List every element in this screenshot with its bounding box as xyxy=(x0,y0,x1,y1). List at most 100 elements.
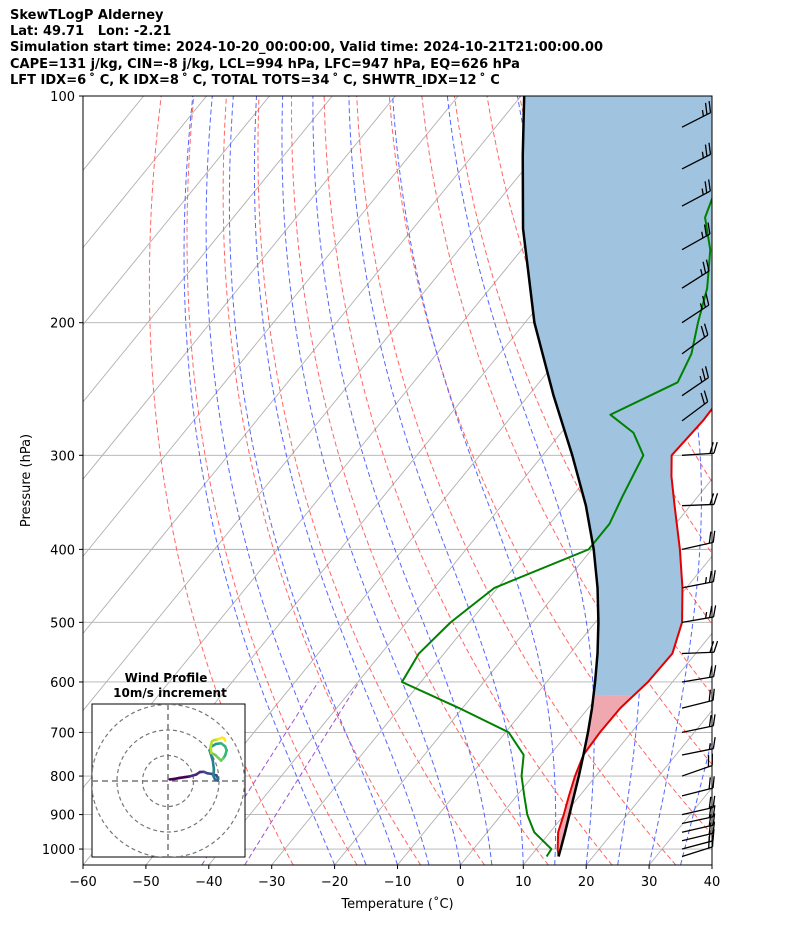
barb-flag xyxy=(703,390,709,402)
y-tick-label: 200 xyxy=(50,317,75,332)
barb-flag xyxy=(703,224,708,237)
barb-staff xyxy=(681,699,714,709)
wind-barb xyxy=(681,323,709,355)
barb-flag xyxy=(712,795,716,808)
dry-adiabat xyxy=(715,96,794,865)
barb-staff xyxy=(681,581,714,589)
barb-flag xyxy=(712,688,715,701)
isotherm xyxy=(585,709,712,865)
barb-flag xyxy=(712,737,716,749)
barb-flag xyxy=(701,368,706,381)
moist-adiabat xyxy=(183,96,336,865)
barb-staff xyxy=(681,616,714,623)
dry-adiabat xyxy=(186,96,358,865)
wind-barb xyxy=(681,795,716,816)
barb-flag xyxy=(712,813,716,826)
temperature-profile xyxy=(556,407,712,857)
wind-barb xyxy=(681,605,717,623)
barb-half-flag xyxy=(701,188,704,195)
dry-adiabat xyxy=(291,96,549,865)
wind-barb xyxy=(681,665,717,683)
wind-barb xyxy=(681,259,710,289)
barb-staff xyxy=(681,377,709,397)
barb-flag xyxy=(708,796,712,809)
wind-barb xyxy=(681,366,710,397)
barb-staff xyxy=(681,840,714,850)
isotherm xyxy=(83,96,207,249)
cape-cin-shading xyxy=(522,96,712,850)
wind-barb xyxy=(681,222,711,251)
wind-barb xyxy=(681,737,716,756)
barb-flag xyxy=(713,493,719,505)
hodograph-plot xyxy=(92,704,245,857)
barb-flag xyxy=(700,325,706,338)
mixing-ratio-line xyxy=(244,681,360,865)
barb-staff xyxy=(681,541,714,551)
isotherm xyxy=(0,96,81,865)
x-tick-label: 0 xyxy=(456,875,464,890)
barb-staff xyxy=(681,787,714,797)
barb-staff xyxy=(681,832,714,842)
y-tick-label: 800 xyxy=(50,770,75,785)
barb-half-flag xyxy=(704,576,708,584)
y-tick-label: 900 xyxy=(50,809,75,824)
barb-flag xyxy=(708,715,712,727)
y-tick-label: 100 xyxy=(50,90,75,105)
isotherm xyxy=(83,96,333,403)
barb-flag xyxy=(708,822,712,835)
barb-half-flag xyxy=(701,231,704,239)
x-tick-label: −10 xyxy=(384,875,411,890)
barb-flag xyxy=(708,531,712,544)
barb-staff xyxy=(681,806,714,816)
barb-flag xyxy=(712,605,717,618)
barb-flag xyxy=(712,821,716,834)
barb-flag xyxy=(712,570,716,582)
y-tick-label: 500 xyxy=(50,616,75,631)
y-tick-label: 1000 xyxy=(42,843,75,858)
wind-barb xyxy=(681,179,711,207)
moist-adiabat xyxy=(392,96,557,865)
wind-barb xyxy=(681,714,716,734)
barb-staff xyxy=(681,452,714,456)
hodograph-segment xyxy=(223,737,227,743)
x-tick-label: −60 xyxy=(69,875,96,890)
x-tick-label: −30 xyxy=(258,875,285,890)
wind-barb xyxy=(681,821,716,842)
barb-staff xyxy=(681,824,714,833)
x-axis-label: Temperature (˚C) xyxy=(340,896,453,912)
isotherm xyxy=(83,96,459,558)
moist-adiabat xyxy=(312,96,493,865)
moist-adiabat xyxy=(446,96,595,865)
barb-flag xyxy=(704,181,708,194)
dry-adiabat xyxy=(780,96,794,865)
barb-staff xyxy=(681,401,709,422)
isotherm xyxy=(83,96,270,326)
barb-flag xyxy=(708,777,711,790)
isotherm xyxy=(460,555,712,865)
barb-half-flag xyxy=(701,151,704,159)
barb-flag xyxy=(700,392,706,405)
barb-flag xyxy=(702,261,707,274)
plot-axes: −60 −50 −40 −30 −20 −10 0 10 20 30 40 100 200 300 400 5… xyxy=(19,90,720,912)
wind-barb xyxy=(681,142,712,170)
chart-title: SkewTLogP Alderney xyxy=(10,8,164,23)
barb-staff xyxy=(681,748,714,756)
wind-barb xyxy=(681,813,716,833)
dry-adiabat xyxy=(257,96,485,865)
x-tick-label: −40 xyxy=(195,875,222,890)
isotherm xyxy=(522,632,712,865)
barb-flag xyxy=(712,665,717,677)
barb-staff xyxy=(681,651,715,655)
moist-adiabat xyxy=(253,96,430,865)
dry-adiabat xyxy=(748,96,794,865)
barb-staff xyxy=(681,846,713,858)
dry-adiabat xyxy=(388,96,712,836)
barb-staff xyxy=(681,153,711,170)
y-tick-label: 400 xyxy=(50,543,75,558)
barb-staff xyxy=(681,334,709,355)
moist-adiabat xyxy=(609,96,702,865)
wind-barb xyxy=(681,390,709,422)
wind-barb xyxy=(681,570,716,589)
hodograph-segment xyxy=(211,759,216,771)
barb-flag xyxy=(708,665,713,678)
